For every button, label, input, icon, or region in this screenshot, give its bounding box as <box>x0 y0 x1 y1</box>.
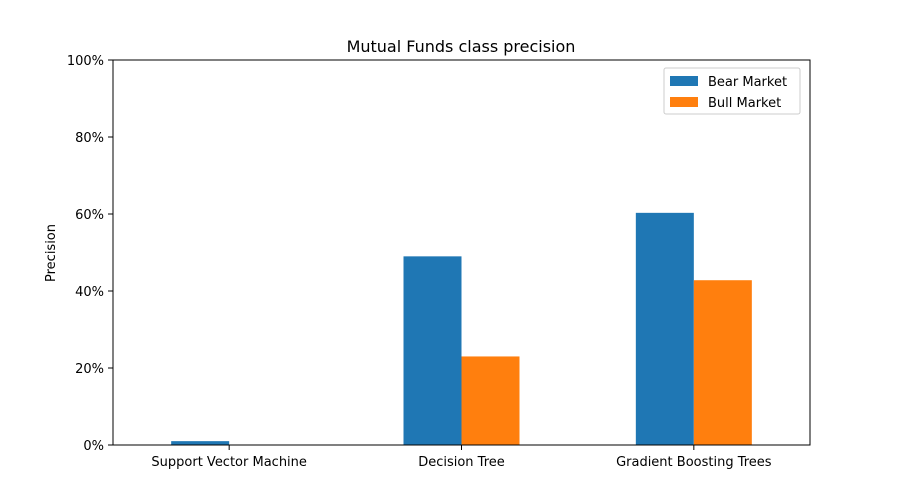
y-axis-ticks: 0% 20% 40% 60% 80% 100% <box>67 54 113 454</box>
y-axis-label: Precision <box>44 224 59 282</box>
x-tick-label: Gradient Boosting Trees <box>616 455 772 470</box>
legend-swatch <box>670 97 698 107</box>
bar-bull-2 <box>693 280 752 445</box>
bar-bear-1 <box>403 256 462 445</box>
chart-title: Mutual Funds class precision <box>347 37 576 56</box>
x-axis-ticks: Support Vector Machine Decision Tree Gradi… <box>151 445 772 470</box>
y-tick-label: 100% <box>67 54 104 69</box>
bar-bull-1 <box>461 356 520 445</box>
legend-swatch <box>670 76 698 86</box>
y-tick-label: 0% <box>83 439 104 454</box>
y-tick-label: 80% <box>75 131 104 146</box>
y-tick-label: 40% <box>75 285 104 300</box>
legend-label: Bear Market <box>708 75 787 90</box>
plot-area <box>112 59 811 446</box>
bar-bear-2 <box>635 212 694 445</box>
x-tick-label: Support Vector Machine <box>151 455 307 470</box>
x-tick-label: Decision Tree <box>418 455 505 470</box>
bar-bear-0 <box>171 441 230 445</box>
legend-label: Bull Market <box>708 96 781 111</box>
y-tick-label: 60% <box>75 208 104 223</box>
legend: Bear Market Bull Market <box>663 67 801 115</box>
y-tick-label: 20% <box>75 362 104 377</box>
